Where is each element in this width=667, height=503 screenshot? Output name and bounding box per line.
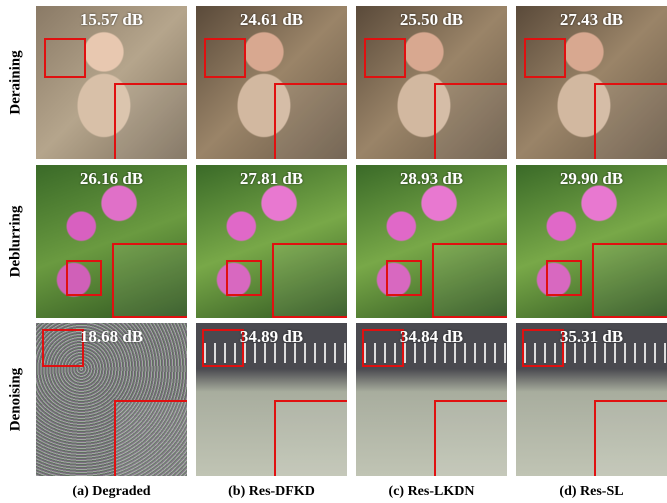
zoom-region [364, 38, 406, 78]
psnr-label: 24.61 dB [196, 10, 347, 30]
image-panel: 15.57 dB [36, 6, 187, 159]
image-panel: 35.31 dB [516, 323, 667, 476]
zoom-region [386, 260, 422, 296]
column-caption: (c) Res-LKDN [354, 484, 509, 500]
image-panel: 29.90 dB [516, 165, 667, 318]
row-label: Deblurring [8, 166, 25, 316]
column-caption: (b) Res-DFKD [194, 484, 349, 500]
psnr-label: 27.81 dB [196, 169, 347, 189]
psnr-label: 26.16 dB [36, 169, 187, 189]
image-panel: 34.89 dB [196, 323, 347, 476]
psnr-label: 27.43 dB [516, 10, 667, 30]
zoom-inset [114, 400, 187, 476]
image-panel: 18.68 dB [36, 323, 187, 476]
zoom-inset [592, 243, 667, 318]
image-panel: 24.61 dB [196, 6, 347, 159]
psnr-label: 34.89 dB [196, 327, 347, 347]
image-panel: 28.93 dB [356, 165, 507, 318]
zoom-region [44, 38, 86, 78]
image-panel: 25.50 dB [356, 6, 507, 159]
zoom-region [66, 260, 102, 296]
image-panel: 26.16 dB [36, 165, 187, 318]
zoom-region [524, 38, 566, 78]
image-panel: 27.81 dB [196, 165, 347, 318]
psnr-label: 28.93 dB [356, 169, 507, 189]
zoom-region [226, 260, 262, 296]
zoom-inset [272, 243, 347, 318]
image-panel: 27.43 dB [516, 6, 667, 159]
zoom-inset [274, 400, 347, 476]
psnr-label: 34.84 dB [356, 327, 507, 347]
zoom-inset [434, 400, 507, 476]
figure: Deraining 15.57 dB 24.61 dB 25.50 dB 27.43 d… [0, 0, 667, 503]
column-caption: (d) Res-SL [514, 484, 667, 500]
image-panel: 34.84 dB [356, 323, 507, 476]
zoom-region [204, 38, 246, 78]
zoom-region [546, 260, 582, 296]
psnr-label: 18.68 dB [36, 327, 187, 347]
zoom-inset [594, 83, 667, 159]
psnr-label: 25.50 dB [356, 10, 507, 30]
column-caption: (a) Degraded [34, 484, 189, 500]
zoom-inset [594, 400, 667, 476]
zoom-inset [432, 243, 507, 318]
zoom-inset [274, 83, 347, 159]
zoom-inset [112, 243, 187, 318]
psnr-label: 29.90 dB [516, 169, 667, 189]
psnr-label: 15.57 dB [36, 10, 187, 30]
psnr-label: 35.31 dB [516, 327, 667, 347]
zoom-inset [114, 83, 187, 159]
row-label: Deraining [8, 7, 25, 157]
zoom-inset [434, 83, 507, 159]
row-label: Denoising [8, 324, 25, 474]
